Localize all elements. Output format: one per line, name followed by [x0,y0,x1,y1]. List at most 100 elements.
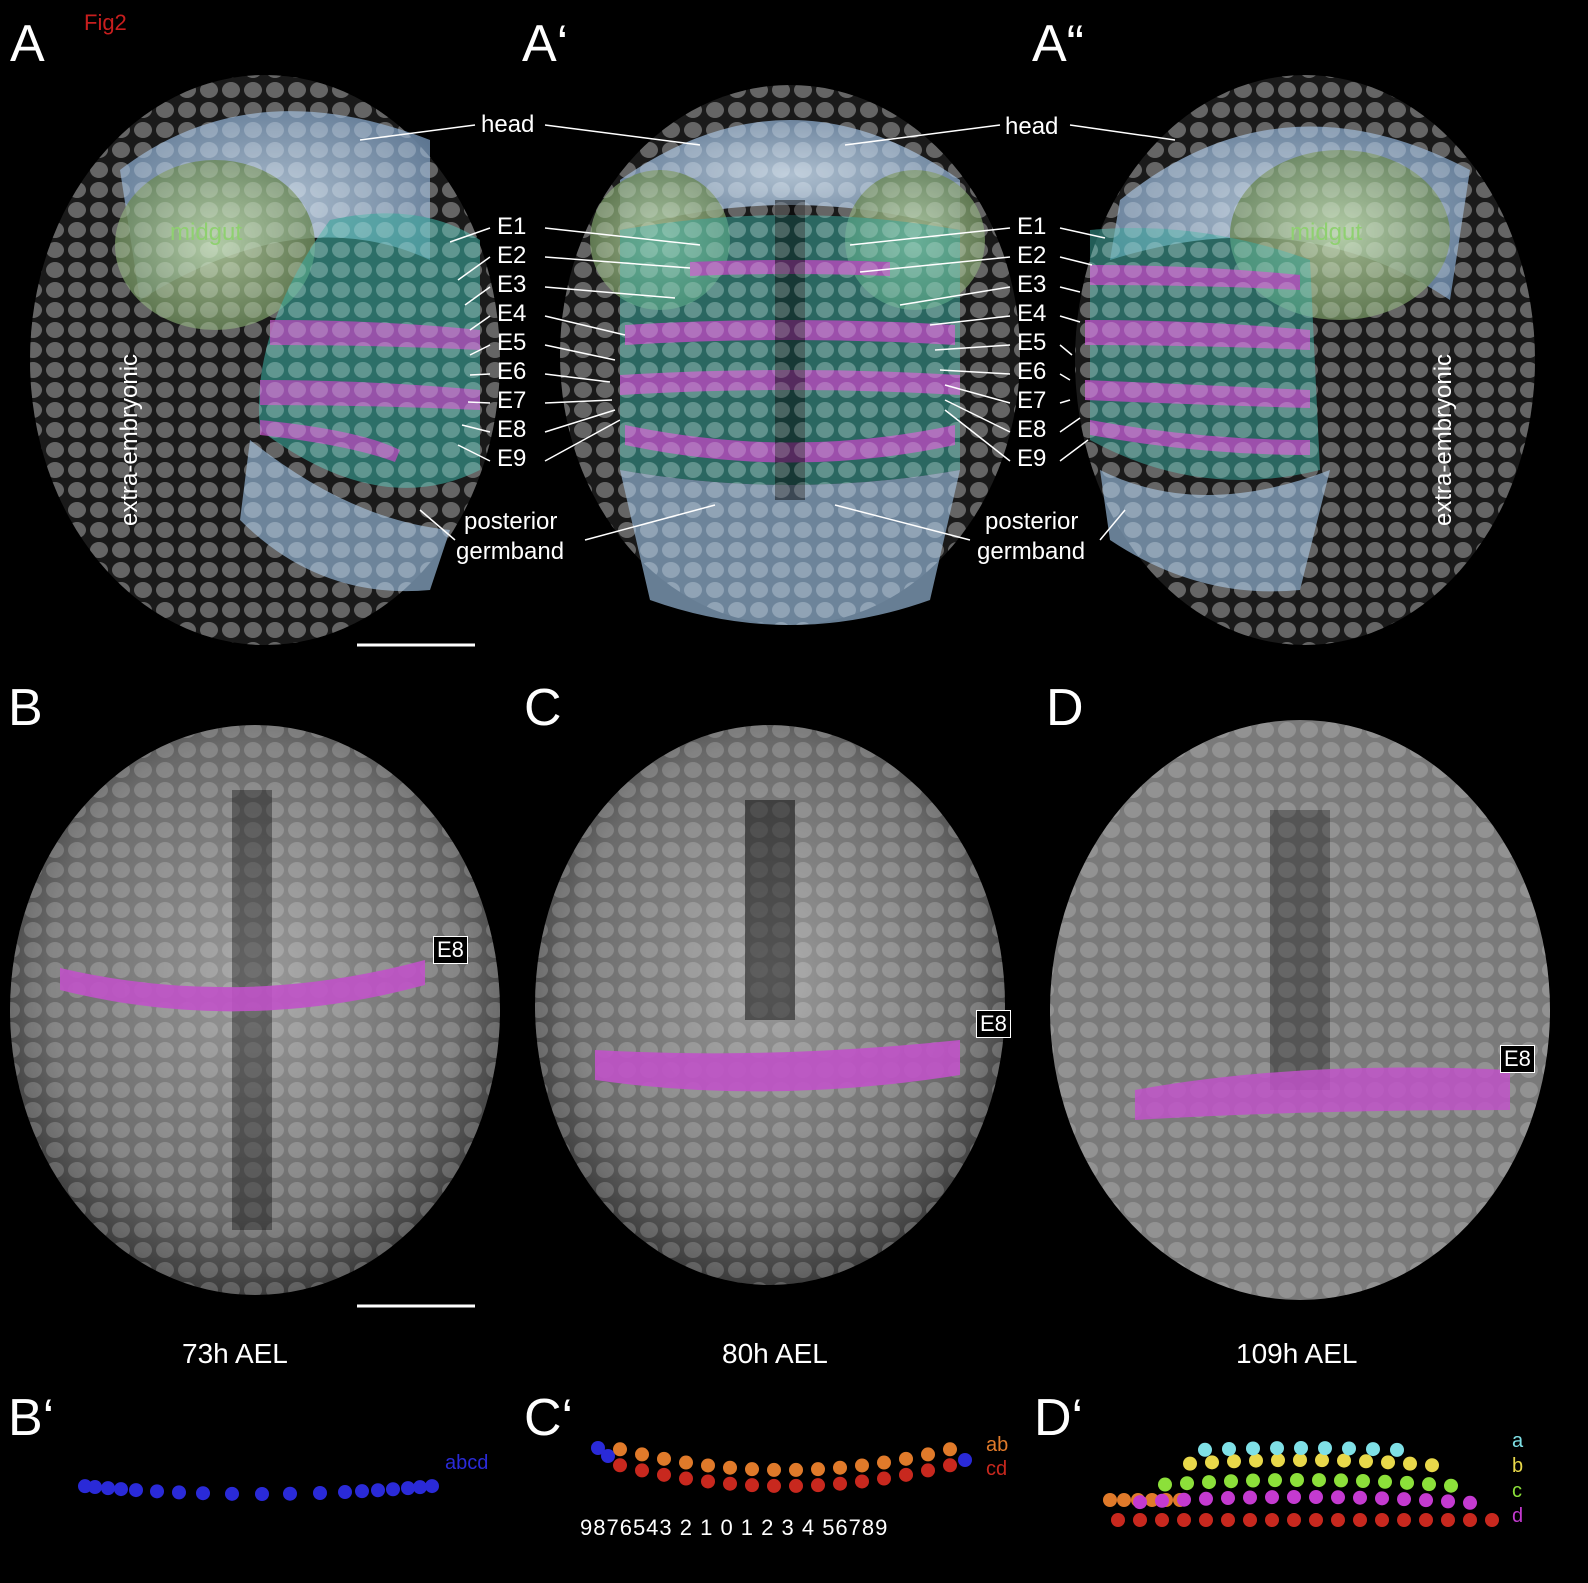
row-label-left-e4: E4 [497,300,527,327]
cell-dot [313,1485,327,1500]
cell-dot [1419,1513,1433,1527]
cell-dot [1390,1442,1404,1457]
panel-label-A-prime: A‘ [522,15,569,73]
cell-dot [1353,1490,1367,1505]
tag-E8-B: E8 [433,936,468,965]
cell-dot [172,1485,186,1500]
schematic-C-label-cd: cd [986,1458,1008,1480]
cell-dot [767,1478,781,1493]
row-label-right-e5: E5 [1017,329,1047,356]
panel-label-B: B [8,679,43,737]
cell-dot [1145,1493,1159,1507]
cell-dot [196,1486,210,1501]
cell-dot [1246,1441,1260,1456]
panel-label-C: C [524,679,562,737]
cell-dot [1202,1475,1216,1490]
cell-dot [1199,1513,1213,1527]
label-extra-embryonic-right: extra-embryonic [1430,353,1457,526]
cell-dot [1177,1492,1191,1507]
cell-dot [1221,1491,1235,1506]
cell-dot [1359,1454,1373,1469]
row-label-left-e9: E9 [497,445,527,472]
cell-dot [943,1458,957,1473]
cell-dot [1183,1456,1197,1471]
cell-dot [1271,1453,1285,1468]
cell-dot [877,1455,891,1470]
cell-dot [1243,1513,1257,1527]
cell-dot [1337,1453,1351,1468]
cell-dot [371,1483,385,1498]
cell-dot [701,1458,715,1473]
cell-dot [1331,1513,1345,1527]
cell-dot [1133,1495,1147,1510]
cell-dot [78,1479,92,1494]
label-germband-left: germband [456,538,565,565]
cell-dot [1243,1490,1257,1505]
cell-dot [101,1481,115,1496]
tag-E8-D: E8 [1500,1045,1535,1074]
cell-dot [1375,1491,1389,1506]
schematic-D-label-d: d [1512,1505,1524,1527]
cell-dot [601,1449,615,1463]
cell-dot [1117,1493,1131,1507]
embryo-A-double-prime [1075,75,1535,645]
cell-dot [1224,1474,1238,1489]
label-posterior-right: posterior [985,508,1079,535]
cell-dot [1158,1477,1172,1492]
cell-dot [833,1476,847,1491]
cell-dot [1419,1493,1433,1508]
cell-dot [1353,1513,1367,1527]
cell-dot [386,1482,400,1497]
cell-dot [1425,1458,1439,1473]
row-label-left-e8: E8 [497,416,527,443]
cell-dot [958,1453,972,1467]
time-D: 109h AEL [1236,1338,1358,1369]
cell-dot [1309,1513,1323,1527]
cell-dot [1270,1441,1284,1456]
cell-dot [1441,1494,1455,1509]
cell-dot [1249,1453,1263,1468]
cell-dot [1265,1513,1279,1527]
cell-dot [425,1479,439,1494]
cell-dot [1265,1490,1279,1505]
cell-dot [1227,1454,1241,1469]
cell-dot [943,1442,957,1457]
row-label-right-e7: E7 [1017,387,1047,414]
cell-dot [401,1481,415,1496]
cell-dot [1463,1495,1477,1510]
cell-dot [1199,1491,1213,1506]
cell-dot [1111,1513,1125,1527]
cell-dot [1444,1478,1458,1493]
cell-dot [1397,1513,1411,1527]
cell-dot [129,1483,143,1498]
cell-dot [255,1486,269,1501]
cell-dot [413,1480,427,1495]
label-midgut-left: midgut [170,219,243,246]
cell-dot [88,1480,102,1495]
cell-dot [789,1462,803,1477]
label-head-left: head [481,111,535,138]
schematic-D [1103,1441,1499,1527]
cell-dot [613,1458,627,1473]
cell-dot [1268,1473,1282,1488]
cell-dot [1221,1513,1235,1527]
label-germband-right: germband [977,538,1086,565]
schematic-C-numbers: 9876543 2 1 0 1 2 3 4 56789 [580,1515,889,1540]
row-label-left-e5: E5 [497,329,527,356]
cell-dot [1400,1475,1414,1490]
cell-dot [1309,1490,1323,1505]
schematic-B [78,1479,439,1501]
cell-dot [811,1462,825,1477]
row-label-right-e9: E9 [1017,445,1047,472]
row-label-right-e2: E2 [1017,242,1047,269]
cell-dot [1205,1455,1219,1470]
schematic-D-label-c: c [1512,1480,1522,1502]
row-label-left-e7: E7 [497,387,527,414]
panel-label-D-prime: D‘ [1034,1389,1084,1447]
embryo-A-prime [560,85,1020,625]
cell-dot [1318,1441,1332,1456]
schematic-D-label-b: b [1512,1455,1524,1477]
cell-dot [1312,1473,1326,1488]
cell-dot [1342,1441,1356,1456]
